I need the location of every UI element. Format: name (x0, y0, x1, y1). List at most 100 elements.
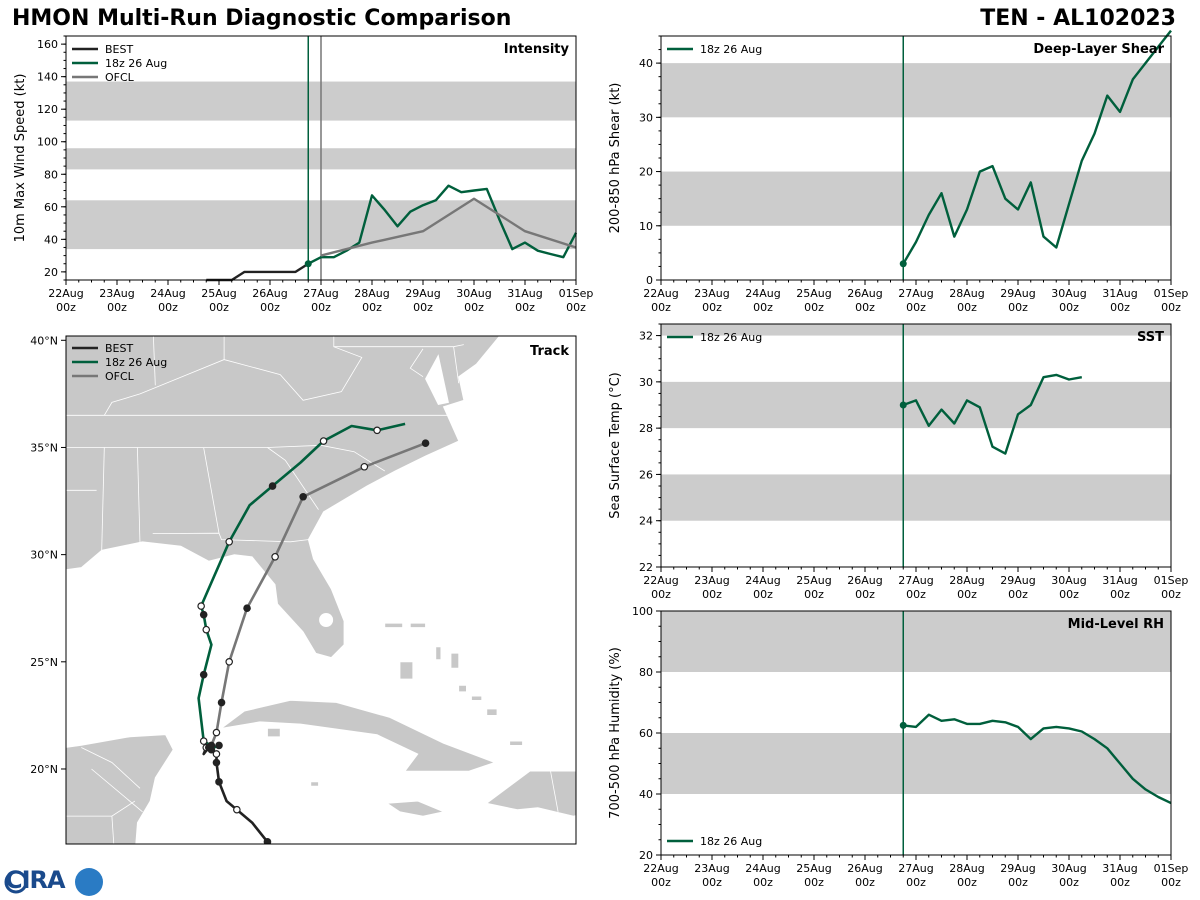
state-border (137, 447, 141, 544)
rh-xtick-label: 00z (906, 876, 926, 889)
intensity-xtick-label: 00z (413, 301, 433, 314)
rh-xtick-label: 00z (804, 876, 824, 889)
bahamas-island (435, 646, 442, 661)
intensity-xtick-label: 27Aug (303, 287, 338, 300)
rh-series-run (903, 713, 1172, 805)
rh-xtick-label: 00z (702, 876, 722, 889)
sst-xtick-label: 25Aug (796, 574, 831, 587)
intensity-xtick-label: 30Aug (456, 287, 491, 300)
rh-xtick-label: 00z (1008, 876, 1028, 889)
rh-xtick-label: 22Aug (643, 862, 678, 875)
shear-title: Deep-Layer Shear (1033, 42, 1164, 57)
sst-band (661, 474, 1171, 521)
bahamas-island (509, 740, 523, 746)
shear-xtick-label: 00z (1110, 301, 1130, 314)
rh-xtick-label: 26Aug (847, 862, 882, 875)
jamaica-landmass (386, 800, 445, 817)
rh-xtick-label: 30Aug (1051, 862, 1086, 875)
rh-ylabel: 700-500 hPa Humidity (%) (608, 647, 623, 819)
state-border (66, 444, 386, 472)
rh-xtick-label: 29Aug (1000, 862, 1035, 875)
rh-xtick-label: 00z (957, 876, 977, 889)
shear-series-run (902, 29, 1172, 265)
country-border (111, 816, 115, 844)
shear-xtick-label: 00z (957, 301, 977, 314)
logo-ring (4, 870, 28, 894)
track-point-open (271, 552, 279, 561)
intensity-series-ofcl (320, 197, 577, 257)
state-border (203, 447, 220, 534)
intensity-xtick-label: 01Sep (559, 287, 594, 300)
sst-xtick-label: 00z (804, 588, 824, 601)
intensity-legend-label: OFCL (105, 71, 135, 84)
intensity-ytick-label: 60 (44, 201, 58, 214)
rh-ytick-label: 80 (639, 666, 653, 679)
sst-ytick-label: 24 (639, 515, 653, 528)
track-point (299, 492, 307, 501)
shear-xtick-label: 23Aug (694, 287, 729, 300)
intensity-xtick-label: 00z (158, 301, 178, 314)
state-border (267, 447, 319, 510)
isla-juventud (267, 727, 281, 738)
shear-start-marker (899, 260, 907, 268)
shear-xtick-label: 00z (1161, 301, 1181, 314)
cira-logo-text: CIRA (5, 866, 66, 894)
rh-xtick-label: 00z (651, 876, 671, 889)
shear-xtick-label: 00z (855, 301, 875, 314)
sst-xtick-label: 00z (651, 588, 671, 601)
shear-xtick-label: 00z (804, 301, 824, 314)
shear-xtick-label: 00z (906, 301, 926, 314)
shear-xtick-label: 24Aug (745, 287, 780, 300)
page-title: HMON Multi-Run Diagnostic Comparison (12, 6, 512, 31)
shear-xtick-label: 27Aug (898, 287, 933, 300)
state-border (152, 336, 156, 386)
track-legend-label: BEST (105, 342, 133, 355)
shear-xtick-label: 26Aug (847, 287, 882, 300)
intensity-xtick-label: 26Aug (252, 287, 287, 300)
shear-ytick-label: 40 (639, 57, 653, 70)
rh-legend-label: 18z 26 Aug (700, 835, 762, 848)
intensity-legend-label: BEST (105, 43, 133, 56)
track-lat-label: 40°N (30, 334, 58, 347)
intensity-xtick-label: 31Aug (507, 287, 542, 300)
rh-start-marker (899, 721, 907, 729)
sst-xtick-label: 00z (702, 588, 722, 601)
sst-series-run (902, 373, 1083, 455)
shear-xtick-label: 00z (1008, 301, 1028, 314)
shear-xtick-label: 30Aug (1051, 287, 1086, 300)
cira-logo-emblem (4, 868, 103, 896)
sst-ytick-label: 30 (639, 376, 653, 389)
sst-xtick-label: 00z (906, 588, 926, 601)
sst-xtick-label: 00z (1110, 588, 1130, 601)
rh-band (661, 733, 1171, 794)
track-lat-label: 35°N (30, 441, 58, 454)
sst-xtick-label: 00z (753, 588, 773, 601)
rh-xtick-label: 23Aug (694, 862, 729, 875)
bahamas-island (409, 622, 426, 628)
shear-xtick-label: 00z (651, 301, 671, 314)
shear-xtick-label: 00z (1059, 301, 1079, 314)
intensity-xtick-label: 00z (107, 301, 127, 314)
track-point-open (199, 737, 208, 745)
chesapeake-bay (425, 354, 449, 406)
country-border (66, 800, 136, 817)
intensity-start-marker (304, 260, 312, 268)
intensity-legend-label: 18z 26 Aug (105, 57, 167, 70)
track-lat-label: 30°N (30, 549, 58, 562)
intensity-ylabel: 10m Max Wind Speed (kt) (13, 74, 28, 243)
shear-ytick-label: 30 (639, 111, 653, 124)
sst-xtick-label: 23Aug (694, 574, 729, 587)
logo-globe (75, 868, 103, 896)
usa-landmass (66, 336, 500, 658)
rh-xtick-label: 00z (1161, 876, 1181, 889)
lake-okeechobee (319, 613, 334, 628)
track-frame (65, 335, 577, 845)
rh-ytick-label: 60 (639, 727, 653, 740)
sst-frame (660, 323, 1172, 568)
intensity-ytick-label: 100 (37, 136, 58, 149)
shear-band (661, 171, 1171, 226)
intensity-xtick-label: 00z (464, 301, 484, 314)
intensity-panel: 2040608010012014016022Aug00z23Aug00z24Au… (13, 35, 594, 314)
rh-xtick-label: 25Aug (796, 862, 831, 875)
sst-xtick-label: 22Aug (643, 574, 678, 587)
